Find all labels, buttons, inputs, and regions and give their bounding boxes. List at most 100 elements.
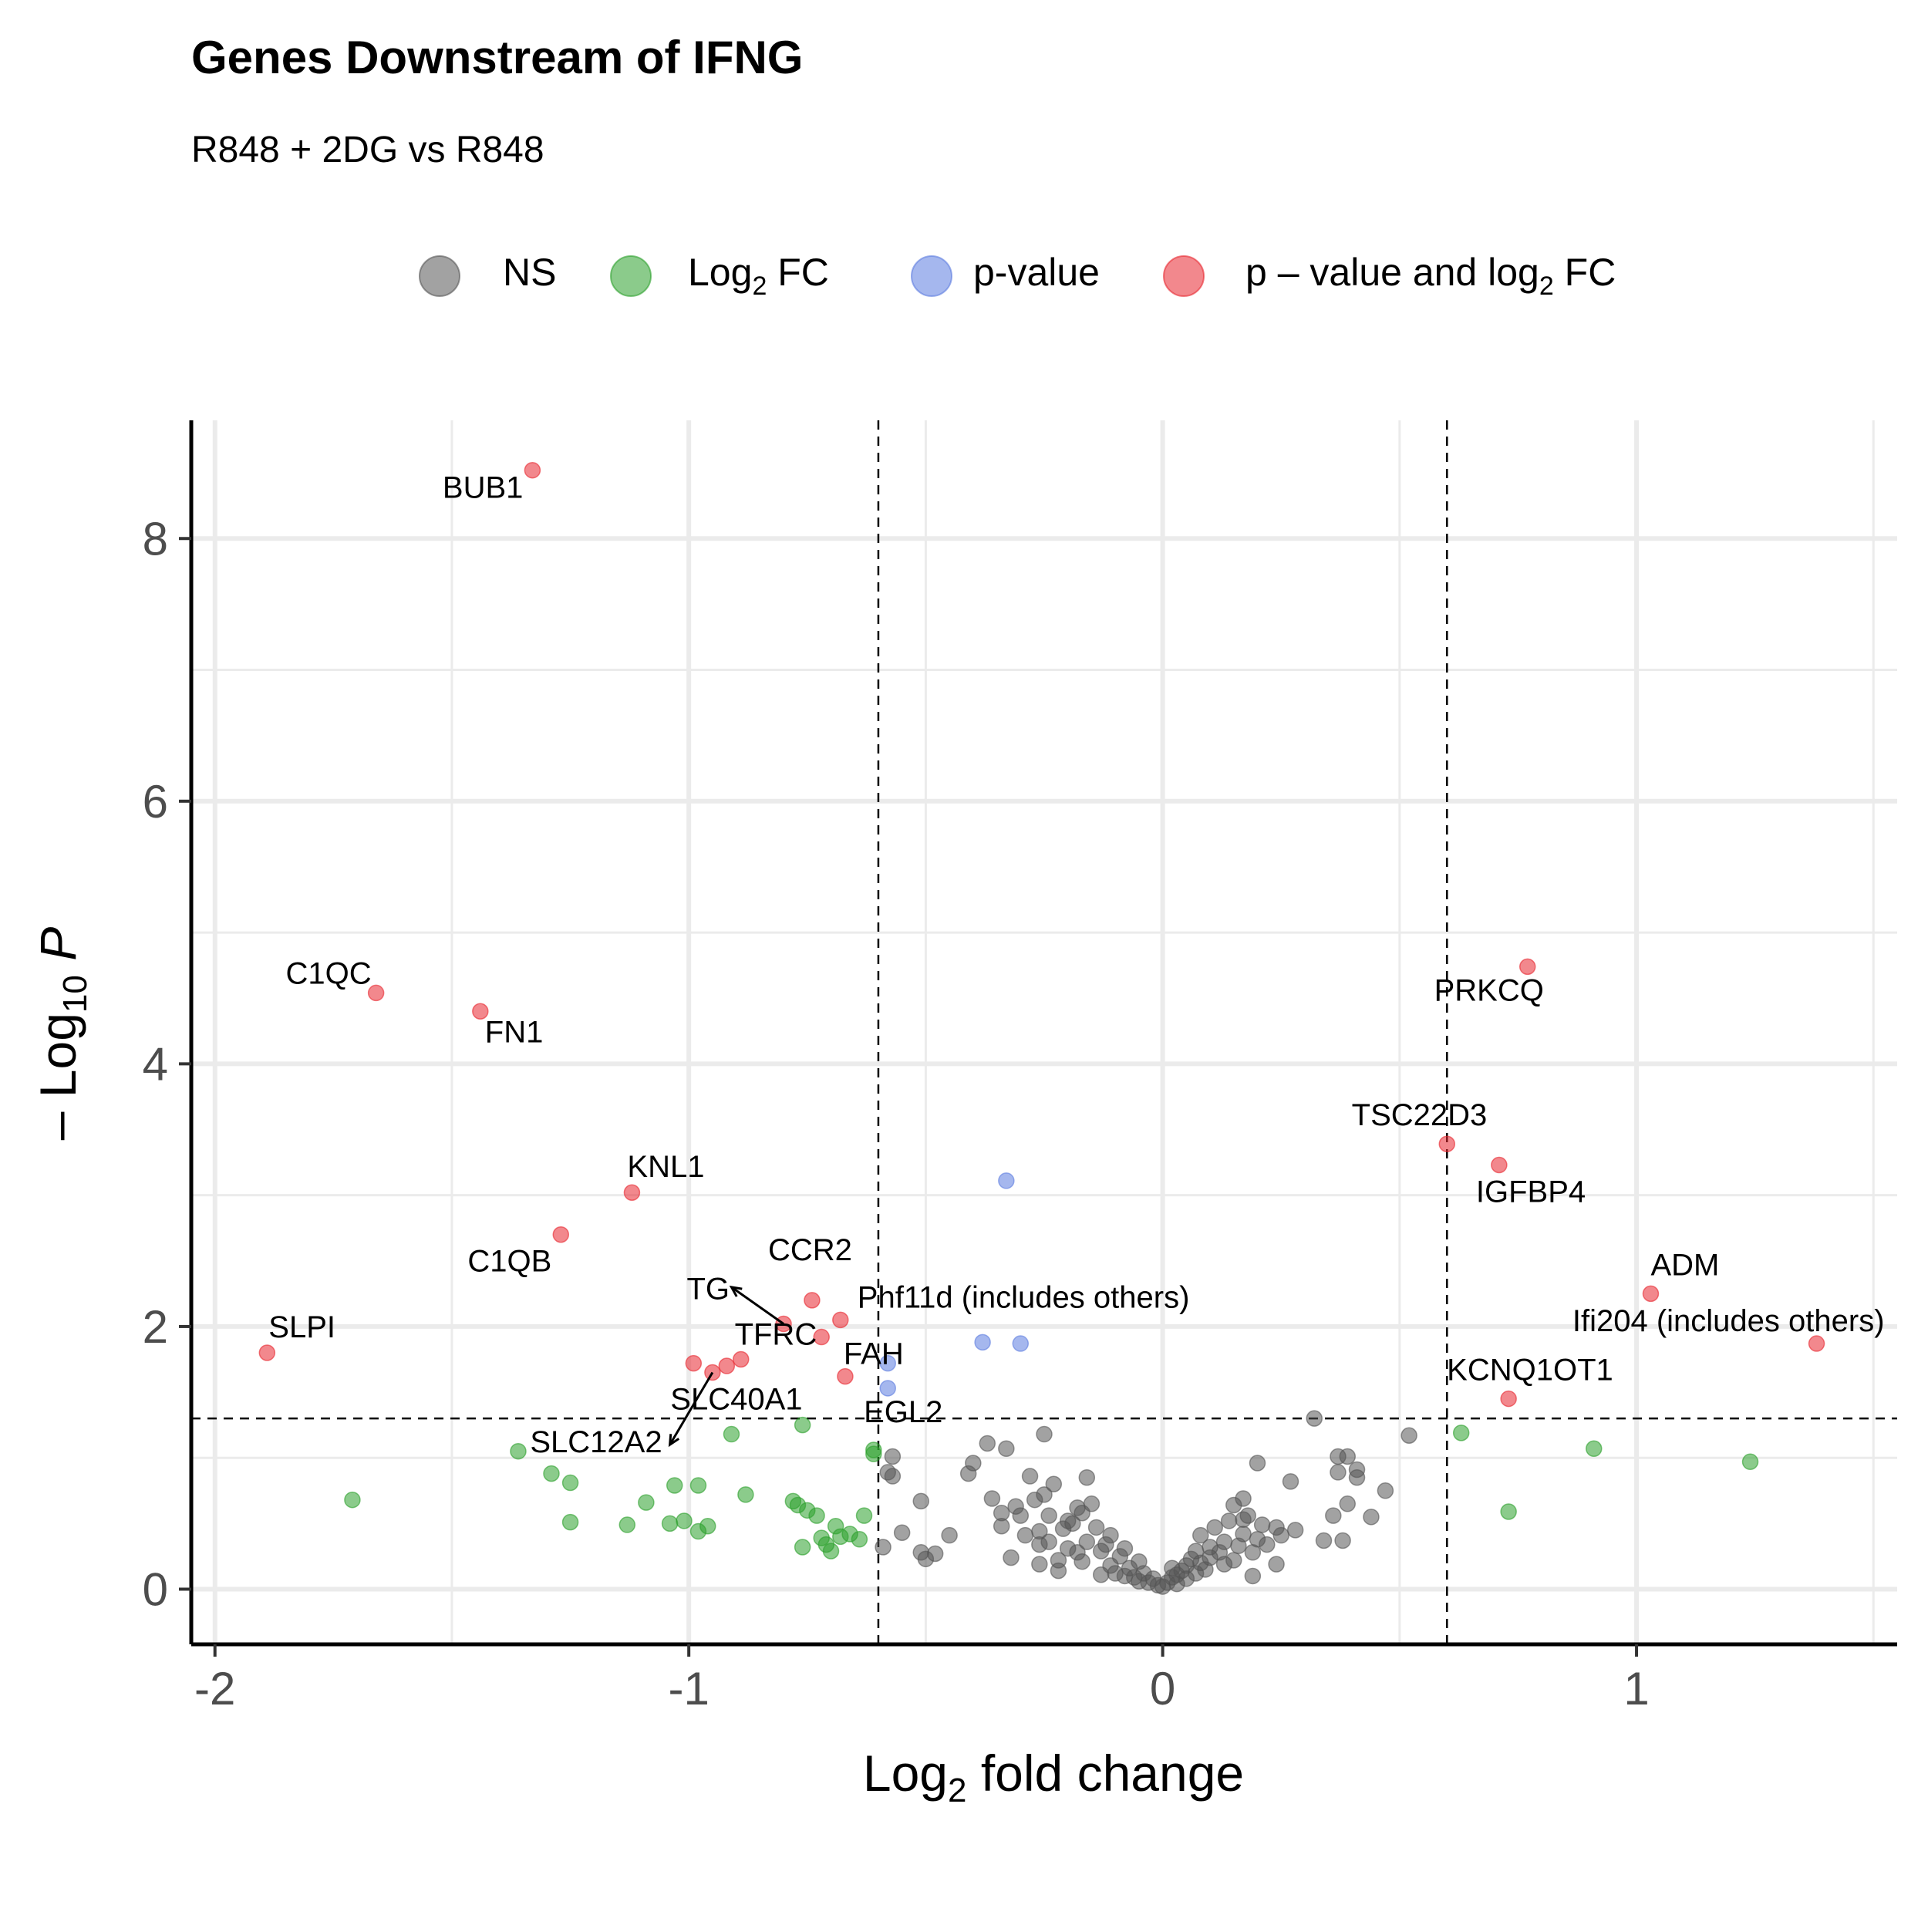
y-tick-label: 6 [143, 776, 168, 828]
data-point-fc [661, 1515, 679, 1532]
data-point-ns [1363, 1509, 1380, 1526]
data-point-pfc [685, 1354, 703, 1372]
data-point-ns [1021, 1468, 1039, 1485]
data-point-fc [723, 1425, 740, 1443]
legend-label: NS [503, 251, 556, 294]
data-point-ns [1348, 1468, 1366, 1486]
data-point-ns [1040, 1507, 1057, 1524]
data-point-ns [1339, 1448, 1356, 1465]
data-point-ns [1334, 1532, 1351, 1549]
data-point-ns [884, 1468, 902, 1485]
data-point-ns [983, 1490, 1001, 1507]
legend-label: p – value and log2 FC [1245, 251, 1616, 301]
x-tick-label: 1 [1623, 1663, 1649, 1715]
data-point-ns [1064, 1515, 1081, 1532]
data-point-fc [666, 1477, 683, 1494]
data-point-fc [1452, 1425, 1470, 1441]
data-point-fc [689, 1477, 707, 1494]
data-point-ns [926, 1545, 944, 1563]
x-tick-label: -1 [668, 1663, 709, 1715]
data-point-ns [1235, 1511, 1252, 1528]
data-point-pfc [472, 1003, 489, 1020]
data-point-fc [1500, 1503, 1517, 1520]
data-point-ns [1268, 1556, 1285, 1573]
data-point-ns [1325, 1507, 1342, 1524]
y-tick-label: 8 [143, 513, 168, 565]
data-point-ns [1377, 1482, 1394, 1499]
legend-label: p-value [973, 251, 1100, 294]
data-point-ns [1215, 1533, 1233, 1550]
data-point-ns [1235, 1526, 1252, 1543]
data-point-ns [884, 1448, 902, 1465]
data-point-fc [619, 1516, 636, 1533]
data-point-ns [1050, 1562, 1067, 1580]
data-point-ns [1235, 1490, 1252, 1507]
legend-marker-pfc [1163, 255, 1205, 297]
y-tick-label: 0 [143, 1563, 168, 1615]
gene-label: FN1 [485, 1015, 544, 1049]
gene-label: KCNQ1OT1 [1447, 1354, 1613, 1387]
data-point-fc [851, 1531, 868, 1548]
data-point-ns [1036, 1486, 1053, 1503]
data-point-ns [1282, 1473, 1299, 1490]
data-point-ns [1286, 1522, 1304, 1539]
data-point-pfc [837, 1367, 854, 1385]
data-point-pfc [623, 1184, 641, 1201]
data-point-pfc [1642, 1285, 1660, 1303]
data-point-fc [344, 1491, 361, 1509]
data-point-fc [855, 1507, 873, 1524]
data-point-pfc [552, 1226, 570, 1243]
data-point-fc [817, 1536, 835, 1553]
data-point-ns [1102, 1526, 1119, 1544]
data-point-fc [699, 1517, 716, 1535]
data-point-ns [1339, 1495, 1356, 1512]
data-point-ns [1078, 1533, 1096, 1550]
data-point-ns [941, 1526, 958, 1544]
x-tick-label: -2 [194, 1663, 235, 1715]
data-point-ns [1083, 1495, 1101, 1512]
data-point-ns [979, 1435, 996, 1452]
data-point-pfc [733, 1350, 750, 1368]
data-point-p [879, 1354, 896, 1372]
data-point-p [879, 1380, 896, 1397]
data-point-pfc [258, 1344, 276, 1361]
data-point-fc [794, 1416, 811, 1434]
data-point-ns [1249, 1455, 1266, 1472]
data-point-ns [1087, 1519, 1105, 1536]
gene-label: SLC12A2 [530, 1425, 662, 1459]
chart-title: Genes Downstream of IFNG [191, 32, 803, 83]
gene-label: ADM [1650, 1248, 1719, 1282]
data-point-ns [1259, 1536, 1276, 1553]
gene-label: FAH [844, 1337, 904, 1371]
threshold-lines [191, 420, 1897, 1644]
data-point-ns [1116, 1539, 1134, 1557]
data-point-pfc [1518, 958, 1536, 976]
data-point-ns [993, 1517, 1010, 1535]
data-point-pfc [1500, 1390, 1517, 1408]
gene-label: BUB1 [443, 471, 524, 505]
y-tick-label: 2 [143, 1301, 168, 1353]
legend-marker-p [911, 255, 952, 297]
data-point-fc [676, 1512, 693, 1529]
data-point-ns [1074, 1553, 1090, 1570]
gene-label: TSC22D3 [1352, 1098, 1488, 1132]
data-point-pfc [524, 461, 541, 479]
gene-label: KNL1 [627, 1150, 704, 1184]
data-point-ns [1040, 1533, 1057, 1550]
axes: -2 -1 0 1 0 2 4 6 8 Log2 fold change – Log10 P [29, 420, 1897, 1809]
gene-label: SLPI [268, 1310, 335, 1344]
data-point-fc [638, 1494, 655, 1511]
y-axis-title-group: – Log10 P [29, 927, 94, 1140]
data-point-pfc [832, 1311, 849, 1329]
data-point-ns [1206, 1519, 1223, 1536]
data-point-ns [1244, 1567, 1262, 1585]
gene-label: IGFBP4 [1476, 1175, 1586, 1209]
data-point-ns [1045, 1475, 1063, 1493]
label-connector [730, 1286, 784, 1325]
data-point-ns [965, 1455, 982, 1472]
data-point-ns [1272, 1526, 1289, 1544]
y-axis-title: – Log10 P [29, 927, 94, 1140]
